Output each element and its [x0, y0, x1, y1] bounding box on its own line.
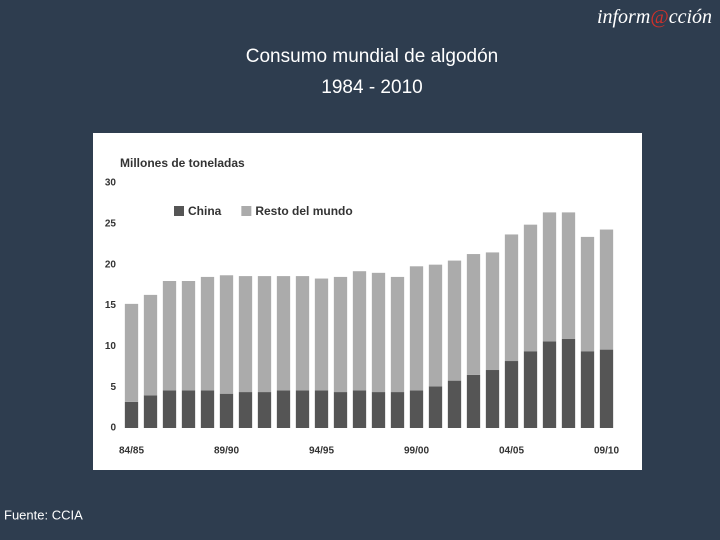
logo-part: inform — [597, 6, 650, 28]
source: Fuente: CCIA — [4, 507, 83, 522]
bar-segment — [295, 390, 310, 428]
bar-segment — [219, 393, 234, 428]
bar-segment — [542, 212, 557, 342]
logo-part: cción — [669, 6, 712, 28]
y-tick-label: 10 — [105, 341, 117, 352]
bar-segment — [504, 361, 519, 428]
bar-segment — [124, 401, 139, 428]
y-tick-label: 15 — [105, 300, 117, 311]
slide-subtitle: 1984 - 2010 — [321, 77, 422, 98]
bar-segment — [333, 392, 348, 428]
bar-segment — [143, 294, 158, 396]
x-tick-label: 84/85 — [119, 446, 144, 457]
bar-segment — [238, 276, 253, 393]
bar-segment — [561, 212, 576, 339]
bar-segment — [523, 351, 538, 428]
bar-segment — [257, 276, 272, 393]
legend-label: Resto del mundo — [255, 204, 352, 218]
bar-segment — [200, 390, 215, 428]
bar-segment — [181, 390, 196, 428]
bar-segment — [580, 236, 595, 352]
y-tick-label: 5 — [110, 382, 116, 393]
bar-segment — [466, 374, 481, 428]
bar-segment — [276, 390, 291, 428]
bar-segment — [333, 276, 348, 393]
bar-segment — [447, 380, 462, 428]
bar-segment — [542, 341, 557, 428]
bar-segment — [238, 392, 253, 428]
bar-segment — [276, 276, 291, 391]
bar-segment — [599, 349, 614, 428]
bar-segment — [485, 252, 500, 371]
bar-segment — [390, 392, 405, 428]
x-tick-label: 04/05 — [499, 446, 524, 457]
bar-segment — [599, 229, 614, 350]
bar-segment — [143, 395, 158, 428]
bar-segment — [409, 390, 424, 428]
bar-segment — [257, 392, 272, 428]
x-tick-label: 94/95 — [309, 446, 334, 457]
y-tick-label: 25 — [105, 218, 117, 229]
slide-title: Consumo mundial de algodón — [246, 46, 498, 67]
y-tick-label: 20 — [105, 259, 117, 270]
x-tick-label: 99/00 — [404, 446, 429, 457]
bar-segment — [580, 351, 595, 428]
bar-segment — [428, 386, 443, 428]
bar-segment — [390, 276, 405, 393]
bar-segment — [428, 264, 443, 387]
bar-segment — [219, 275, 234, 394]
legend-swatch — [241, 206, 252, 216]
bar-segment — [561, 338, 576, 428]
x-tick-label: 09/10 — [594, 446, 619, 457]
bar-segment — [447, 260, 462, 381]
y-tick-label: 30 — [105, 178, 117, 189]
bar-segment — [314, 278, 329, 391]
legend-label: China — [188, 204, 222, 218]
bar-segment — [162, 281, 177, 391]
bar-segment — [200, 276, 215, 391]
y-axis-label: Millones de toneladas — [120, 156, 245, 170]
bar-segment — [352, 271, 367, 391]
legend-swatch — [174, 206, 184, 216]
bar-segment — [409, 266, 424, 391]
bar-segment — [371, 272, 386, 393]
bar-segment — [181, 281, 196, 391]
x-tick-label: 89/90 — [214, 446, 239, 457]
bar-segment — [371, 392, 386, 428]
bar-segment — [485, 370, 500, 428]
logo: inform@cción — [597, 6, 712, 28]
bar-segment — [295, 276, 310, 391]
bar-segment — [523, 224, 538, 352]
logo-part: @ — [650, 6, 668, 28]
bar-segment — [504, 234, 519, 362]
bar-segment — [162, 390, 177, 428]
y-tick-label: 0 — [110, 423, 116, 434]
bar-segment — [352, 390, 367, 428]
bar-segment — [466, 254, 481, 375]
bar-segment — [124, 303, 139, 402]
bar-segment — [314, 390, 329, 428]
